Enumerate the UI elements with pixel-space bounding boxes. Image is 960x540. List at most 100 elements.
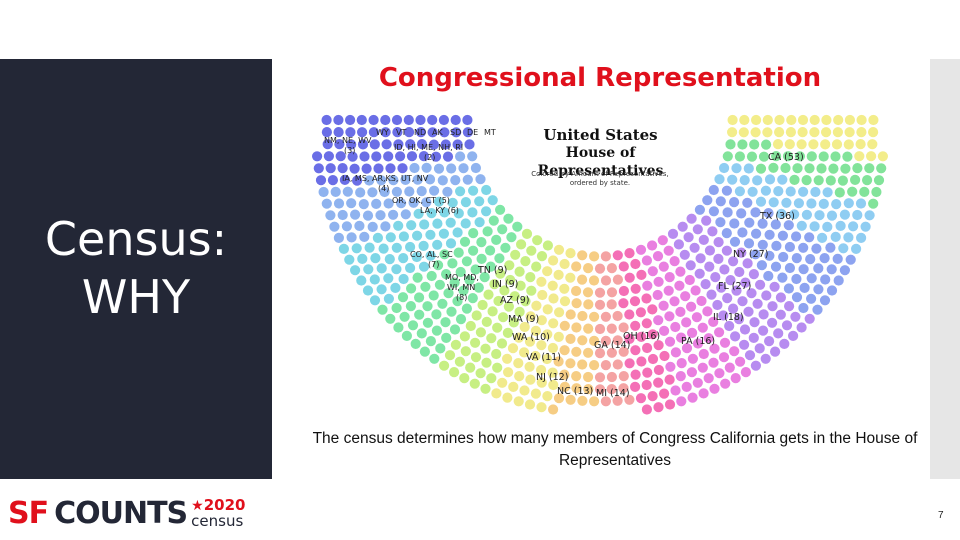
seat-dot [744,217,755,228]
seat-dot [536,340,547,351]
seat-dot [384,254,395,265]
seat-dot [774,114,785,126]
seat-dot [330,186,341,197]
seat-dot [708,357,719,368]
seat-dot [469,378,480,389]
seat-dot [743,163,754,174]
seat-dot [571,371,582,382]
seat-dot [461,303,472,314]
seat-dot [547,342,558,354]
seat-dot [495,204,506,215]
seat-dot [659,388,670,399]
seat-diagram [312,114,889,415]
seat-dot [744,350,756,361]
seat-dot [488,215,499,226]
seat-dot [724,320,735,332]
seat-dot [794,151,805,162]
seat-dot [777,174,788,185]
label-wi-mn: WI, MN [447,283,476,292]
seat-dot [658,261,669,272]
seat-dot [481,316,492,327]
seat-dot [783,220,794,231]
section-title-line1: Census: [44,212,228,266]
seat-dot [349,163,360,174]
seat-dot [542,304,553,315]
seat-dot [370,253,381,264]
seat-dot [519,347,530,358]
seat-dot [400,174,411,185]
seat-dot [810,186,821,198]
seat-dot [710,272,721,283]
seat-dot [520,256,531,267]
seat-dot [385,232,396,243]
seat-dot [641,379,652,391]
seat-dot [618,322,629,333]
seat-dot [512,221,523,232]
seat-dot [798,264,809,275]
seat-dot [740,277,751,288]
seat-dot [796,139,807,150]
seat-dot [321,198,332,209]
seat-dot [822,187,833,198]
seat-dot [831,139,843,150]
seat-dot [465,320,476,332]
seat-dot [491,388,502,399]
seat-dot [346,232,357,243]
seat-dot [524,399,536,410]
seat-dot [761,139,772,150]
seat-dot [842,151,853,162]
seat-dot [785,127,796,138]
seat-dot [553,356,564,367]
seat-dot [350,265,361,276]
seat-dot [525,272,536,283]
seat-dot [345,127,356,138]
seat-dot [322,139,333,150]
seat-dot [612,359,623,370]
seat-dot [480,343,491,354]
seat-dot [464,139,475,150]
right-scroll-bar [930,59,960,479]
seat-dot [571,383,582,394]
seat-dot [806,151,817,162]
seat-dot [806,273,817,284]
seat-dot [783,283,794,294]
seat-dot [714,327,725,338]
seat-dot [703,333,714,344]
seat-dot [455,314,467,325]
seat-dot [385,163,396,174]
seat-dot [559,320,570,331]
seat-dot [600,311,611,322]
seat-dot [728,256,739,267]
seat-dot [492,322,503,333]
seat-dot [464,275,475,286]
infographic-header-line1: United States [543,126,658,144]
seat-dot [337,209,348,221]
seat-dot [833,275,844,286]
seat-dot [779,338,790,349]
seat-dot [735,356,746,367]
seat-dot [716,282,727,293]
seat-dot [739,324,751,335]
seat-dot [831,199,842,210]
seat-dot [333,232,344,243]
seat-dot [420,281,431,292]
seat-dot [460,218,471,229]
seat-dot [371,151,382,162]
seat-dot [813,263,824,274]
seat-dot [767,317,778,328]
seat-dot [333,198,345,209]
label-mi: MI (14) [596,388,630,399]
seat-dot [793,198,804,209]
seat-dot [443,288,454,299]
seat-dot [665,361,676,372]
seat-dot [641,404,652,415]
seat-dot [806,293,817,304]
seat-dot [748,269,759,280]
seat-dot [391,114,403,126]
seat-dot [758,325,769,336]
seat-dot [431,325,442,336]
seat-dot [513,358,524,369]
seat-dot [736,208,747,219]
seat-dot [764,250,775,261]
seat-dot [769,281,780,292]
